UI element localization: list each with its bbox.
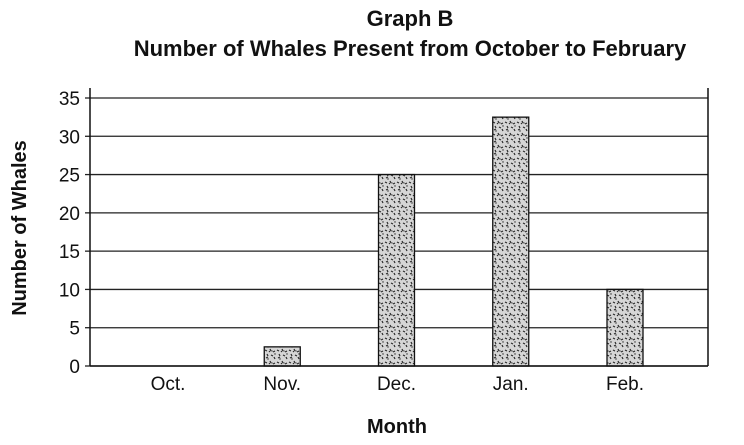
chart-title: Graph B [367,6,454,31]
y-tick-label: 0 [69,357,80,378]
x-tick-label: Jan. [493,374,529,395]
y-axis-label: Number of Whales [9,140,31,316]
y-tick-label: 25 [59,166,80,187]
y-tick-label: 15 [59,242,80,263]
y-tick-label: 10 [59,280,80,301]
bars [263,116,644,367]
y-tick-labels: 0 5 10 15 20 25 30 35 [59,89,80,378]
bar-jan [492,116,530,367]
y-tick-label: 5 [69,319,80,340]
x-axis-label: Month [367,416,427,438]
plot-frame [89,88,709,367]
x-tick-label: Feb. [606,374,644,395]
x-tick-label: Oct. [151,374,186,395]
x-tick-labels: Oct. Nov. Dec. Jan. Feb. [151,374,644,395]
x-tick-label: Dec. [377,374,416,395]
bar-nov [263,346,301,367]
x-tick-label: Nov. [263,374,301,395]
y-tick-label: 30 [59,127,80,148]
chart-subtitle: Number of Whales Present from October to… [134,36,687,61]
bar-dec [377,173,416,367]
bar-feb [606,288,644,367]
y-tick-label: 35 [59,89,80,110]
y-tick-label: 20 [59,204,80,225]
